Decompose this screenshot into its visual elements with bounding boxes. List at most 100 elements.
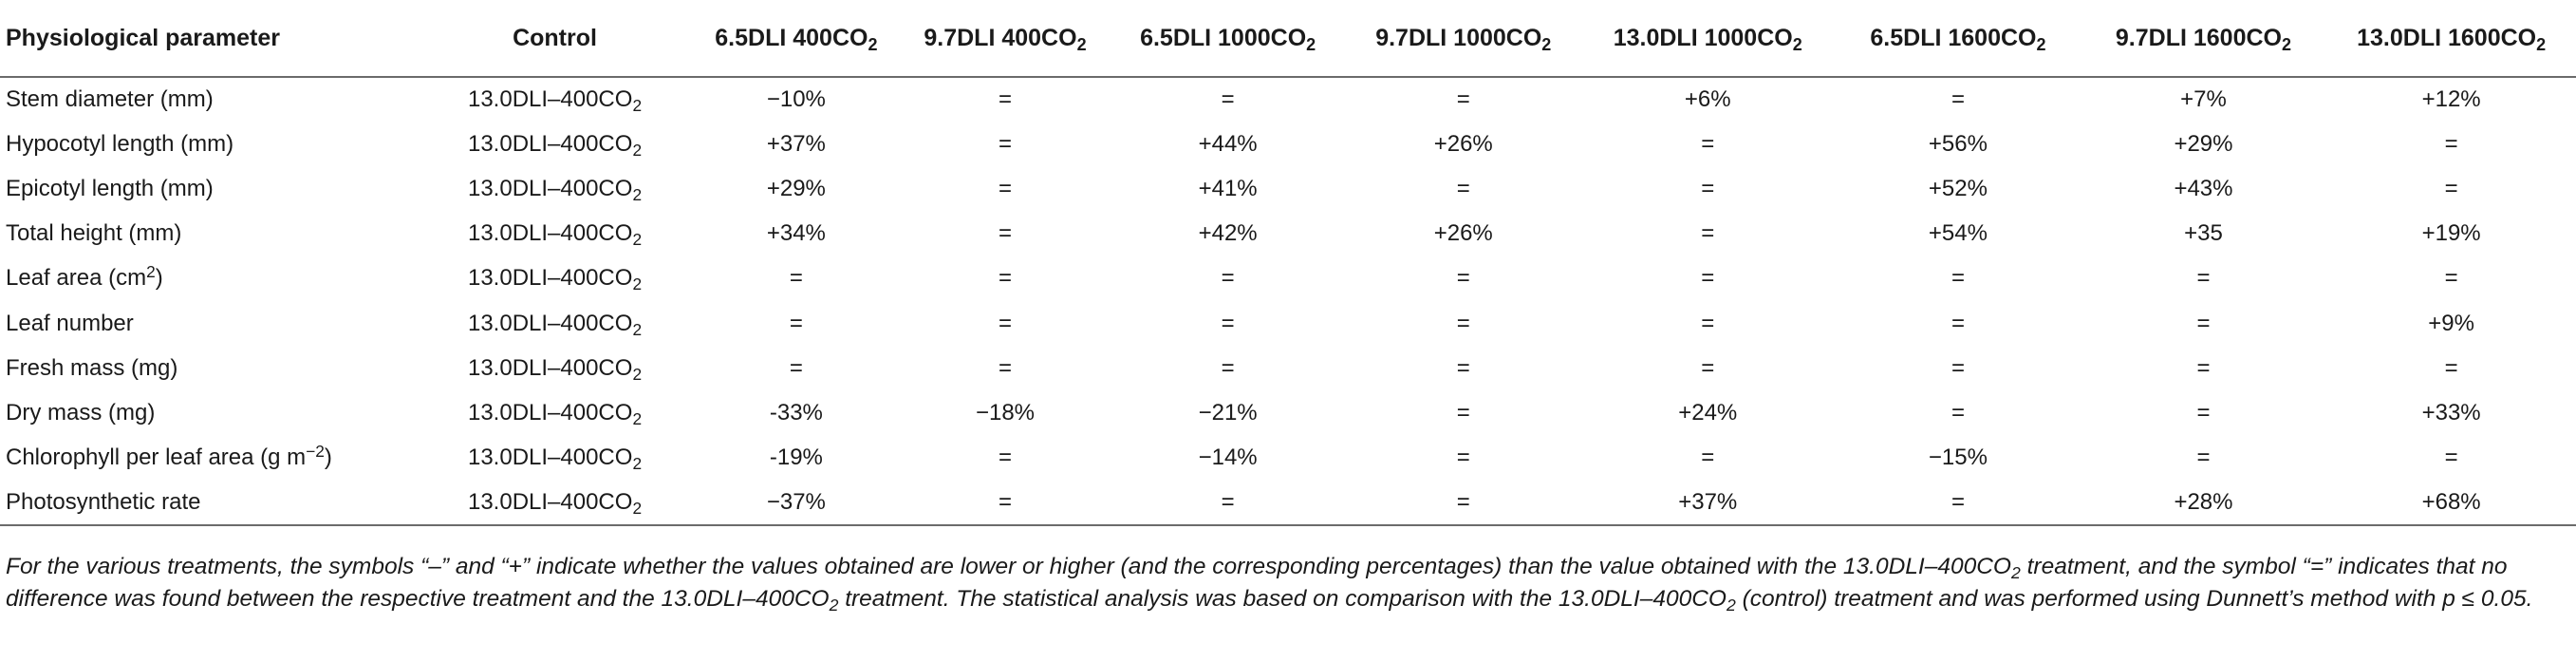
value-cell: +34%: [766, 220, 826, 247]
value-cell: +41%: [1198, 175, 1258, 201]
control-cell: 13.0DLI–400CO2: [419, 122, 691, 166]
footnote-text-2: treatment, and the symbol “=” indicates …: [6, 554, 2508, 612]
parameter-cell: Dry mass (mg): [0, 390, 419, 435]
value-cell: −37%: [690, 480, 902, 526]
value-cell: =: [1701, 310, 1715, 336]
parameter-label: Leaf number: [6, 310, 134, 336]
control-cell: 13.0DLI–400CO2: [419, 436, 691, 481]
control-cell: 13.0DLI–400CO2: [419, 77, 691, 122]
value-cell: =: [1951, 399, 1965, 426]
column-header: 9.7DLI 1000CO2: [1347, 0, 1580, 78]
value-cell: +35: [2184, 220, 2223, 247]
column-header-label: 9.7DLI 400CO: [924, 24, 1077, 51]
control-cell: 13.0DLI–400CO2: [419, 256, 691, 301]
control-cell: 13.0DLI–400CO2: [419, 390, 691, 435]
parameter-label: Dry mass (mg): [6, 399, 156, 426]
column-header-label: 6.5DLI 1000CO: [1140, 24, 1307, 51]
footnote-subscript-3: 2: [1726, 595, 1736, 615]
control-subscript: 2: [632, 95, 643, 115]
control-label: 13.0DLI–400CO: [467, 175, 633, 201]
value-cell: +33%: [2421, 399, 2481, 426]
value-cell: +28%: [2080, 480, 2327, 526]
value-cell: =: [901, 480, 1109, 526]
value-cell: +29%: [2174, 130, 2233, 157]
value-cell: =: [2196, 265, 2211, 292]
footnote-text-3: treatment. The statistical analysis was …: [838, 586, 1727, 612]
value-cell: −18%: [975, 399, 1036, 426]
column-header: 6.5DLI 400CO2: [690, 0, 902, 78]
control-subscript: 2: [632, 319, 643, 339]
value-cell: +44%: [1198, 130, 1258, 157]
column-header-subscript: 2: [1076, 34, 1087, 54]
value-cell: +6%: [1684, 86, 1731, 113]
value-cell: +42%: [1198, 220, 1258, 247]
control-subscript: 2: [632, 140, 643, 160]
value-cell: +56%: [1928, 130, 1988, 157]
value-cell: =: [1109, 480, 1348, 526]
parameter-cell: Chlorophyll per leaf area (g m−2): [0, 436, 419, 481]
value-cell: +52%: [1928, 175, 1988, 201]
parameter-label: Epicotyl length (mm): [6, 175, 214, 201]
parameter-label-tail: ): [155, 265, 163, 292]
column-header: Control: [419, 0, 691, 78]
control-label: 13.0DLI–400CO: [467, 488, 633, 515]
parameter-label: Hypocotyl length (mm): [6, 130, 234, 157]
value-cell: =: [2444, 130, 2458, 157]
column-header-label: 13.0DLI 1600CO: [2357, 24, 2537, 51]
value-cell: =: [1951, 354, 1965, 381]
column-header-subscript: 2: [1306, 34, 1316, 54]
column-header-subscript: 2: [1792, 34, 1802, 54]
control-subscript: 2: [632, 498, 643, 518]
column-header: 9.7DLI 1600CO2: [2080, 0, 2327, 78]
parameter-cell: Stem diameter (mm): [0, 77, 419, 122]
value-cell: =: [1701, 130, 1715, 157]
value-cell: =: [1836, 480, 2081, 526]
column-header-label: 6.5DLI 400CO: [715, 24, 868, 51]
value-cell: =: [1456, 265, 1470, 292]
value-cell: =: [1456, 444, 1470, 471]
value-cell: +54%: [1928, 220, 1988, 247]
parameter-label: Stem diameter (mm): [6, 86, 214, 113]
value-cell: +37%: [1579, 480, 1837, 526]
value-cell: −10%: [766, 86, 826, 113]
value-cell: -19%: [769, 444, 823, 471]
value-cell: =: [1701, 220, 1715, 247]
column-header-subscript: 2: [2036, 34, 2046, 54]
value-cell: =: [2444, 265, 2458, 292]
column-header-subscript: 2: [2282, 34, 2292, 54]
value-cell: =: [1701, 265, 1715, 292]
value-cell: =: [2196, 444, 2211, 471]
value-cell: =: [1456, 175, 1470, 201]
control-label: 13.0DLI–400CO: [467, 399, 633, 426]
value-cell: =: [1221, 86, 1235, 113]
value-cell: =: [789, 310, 803, 336]
value-cell: +37%: [766, 130, 826, 157]
value-cell: =: [2444, 444, 2458, 471]
column-header: 9.7DLI 400CO2: [901, 0, 1109, 78]
value-cell: =: [789, 265, 803, 292]
column-header-label: Physiological parameter: [6, 24, 281, 51]
value-cell: =: [998, 265, 1012, 292]
value-cell: =: [2196, 354, 2211, 381]
value-cell: +12%: [2421, 86, 2481, 113]
value-cell: =: [2196, 399, 2211, 426]
parameter-label: Chlorophyll per leaf area (g m: [6, 444, 307, 471]
value-cell: =: [1701, 175, 1715, 201]
value-cell: +68%: [2326, 480, 2576, 526]
footnote-text-1: For the various treatments, the symbols …: [6, 554, 2011, 579]
value-cell: =: [998, 220, 1012, 247]
parameter-cell: Leaf area (cm2): [0, 256, 419, 301]
control-label: 13.0DLI–400CO: [467, 130, 633, 157]
column-header: Physiological parameter: [0, 0, 420, 78]
column-header: 13.0DLI 1600CO2: [2326, 0, 2576, 78]
value-cell: =: [1951, 86, 1965, 113]
column-header-label: Control: [513, 24, 597, 51]
value-cell: =: [998, 175, 1012, 201]
value-cell: +29%: [766, 175, 826, 201]
control-subscript: 2: [632, 274, 643, 294]
table-row: Dry mass (mg) 13.0DLI–400CO2 -33% −18% −21% =…: [0, 390, 2576, 435]
parameter-label: Leaf area (cm: [6, 265, 147, 292]
value-cell: =: [1701, 354, 1715, 381]
control-subscript: 2: [632, 364, 643, 384]
